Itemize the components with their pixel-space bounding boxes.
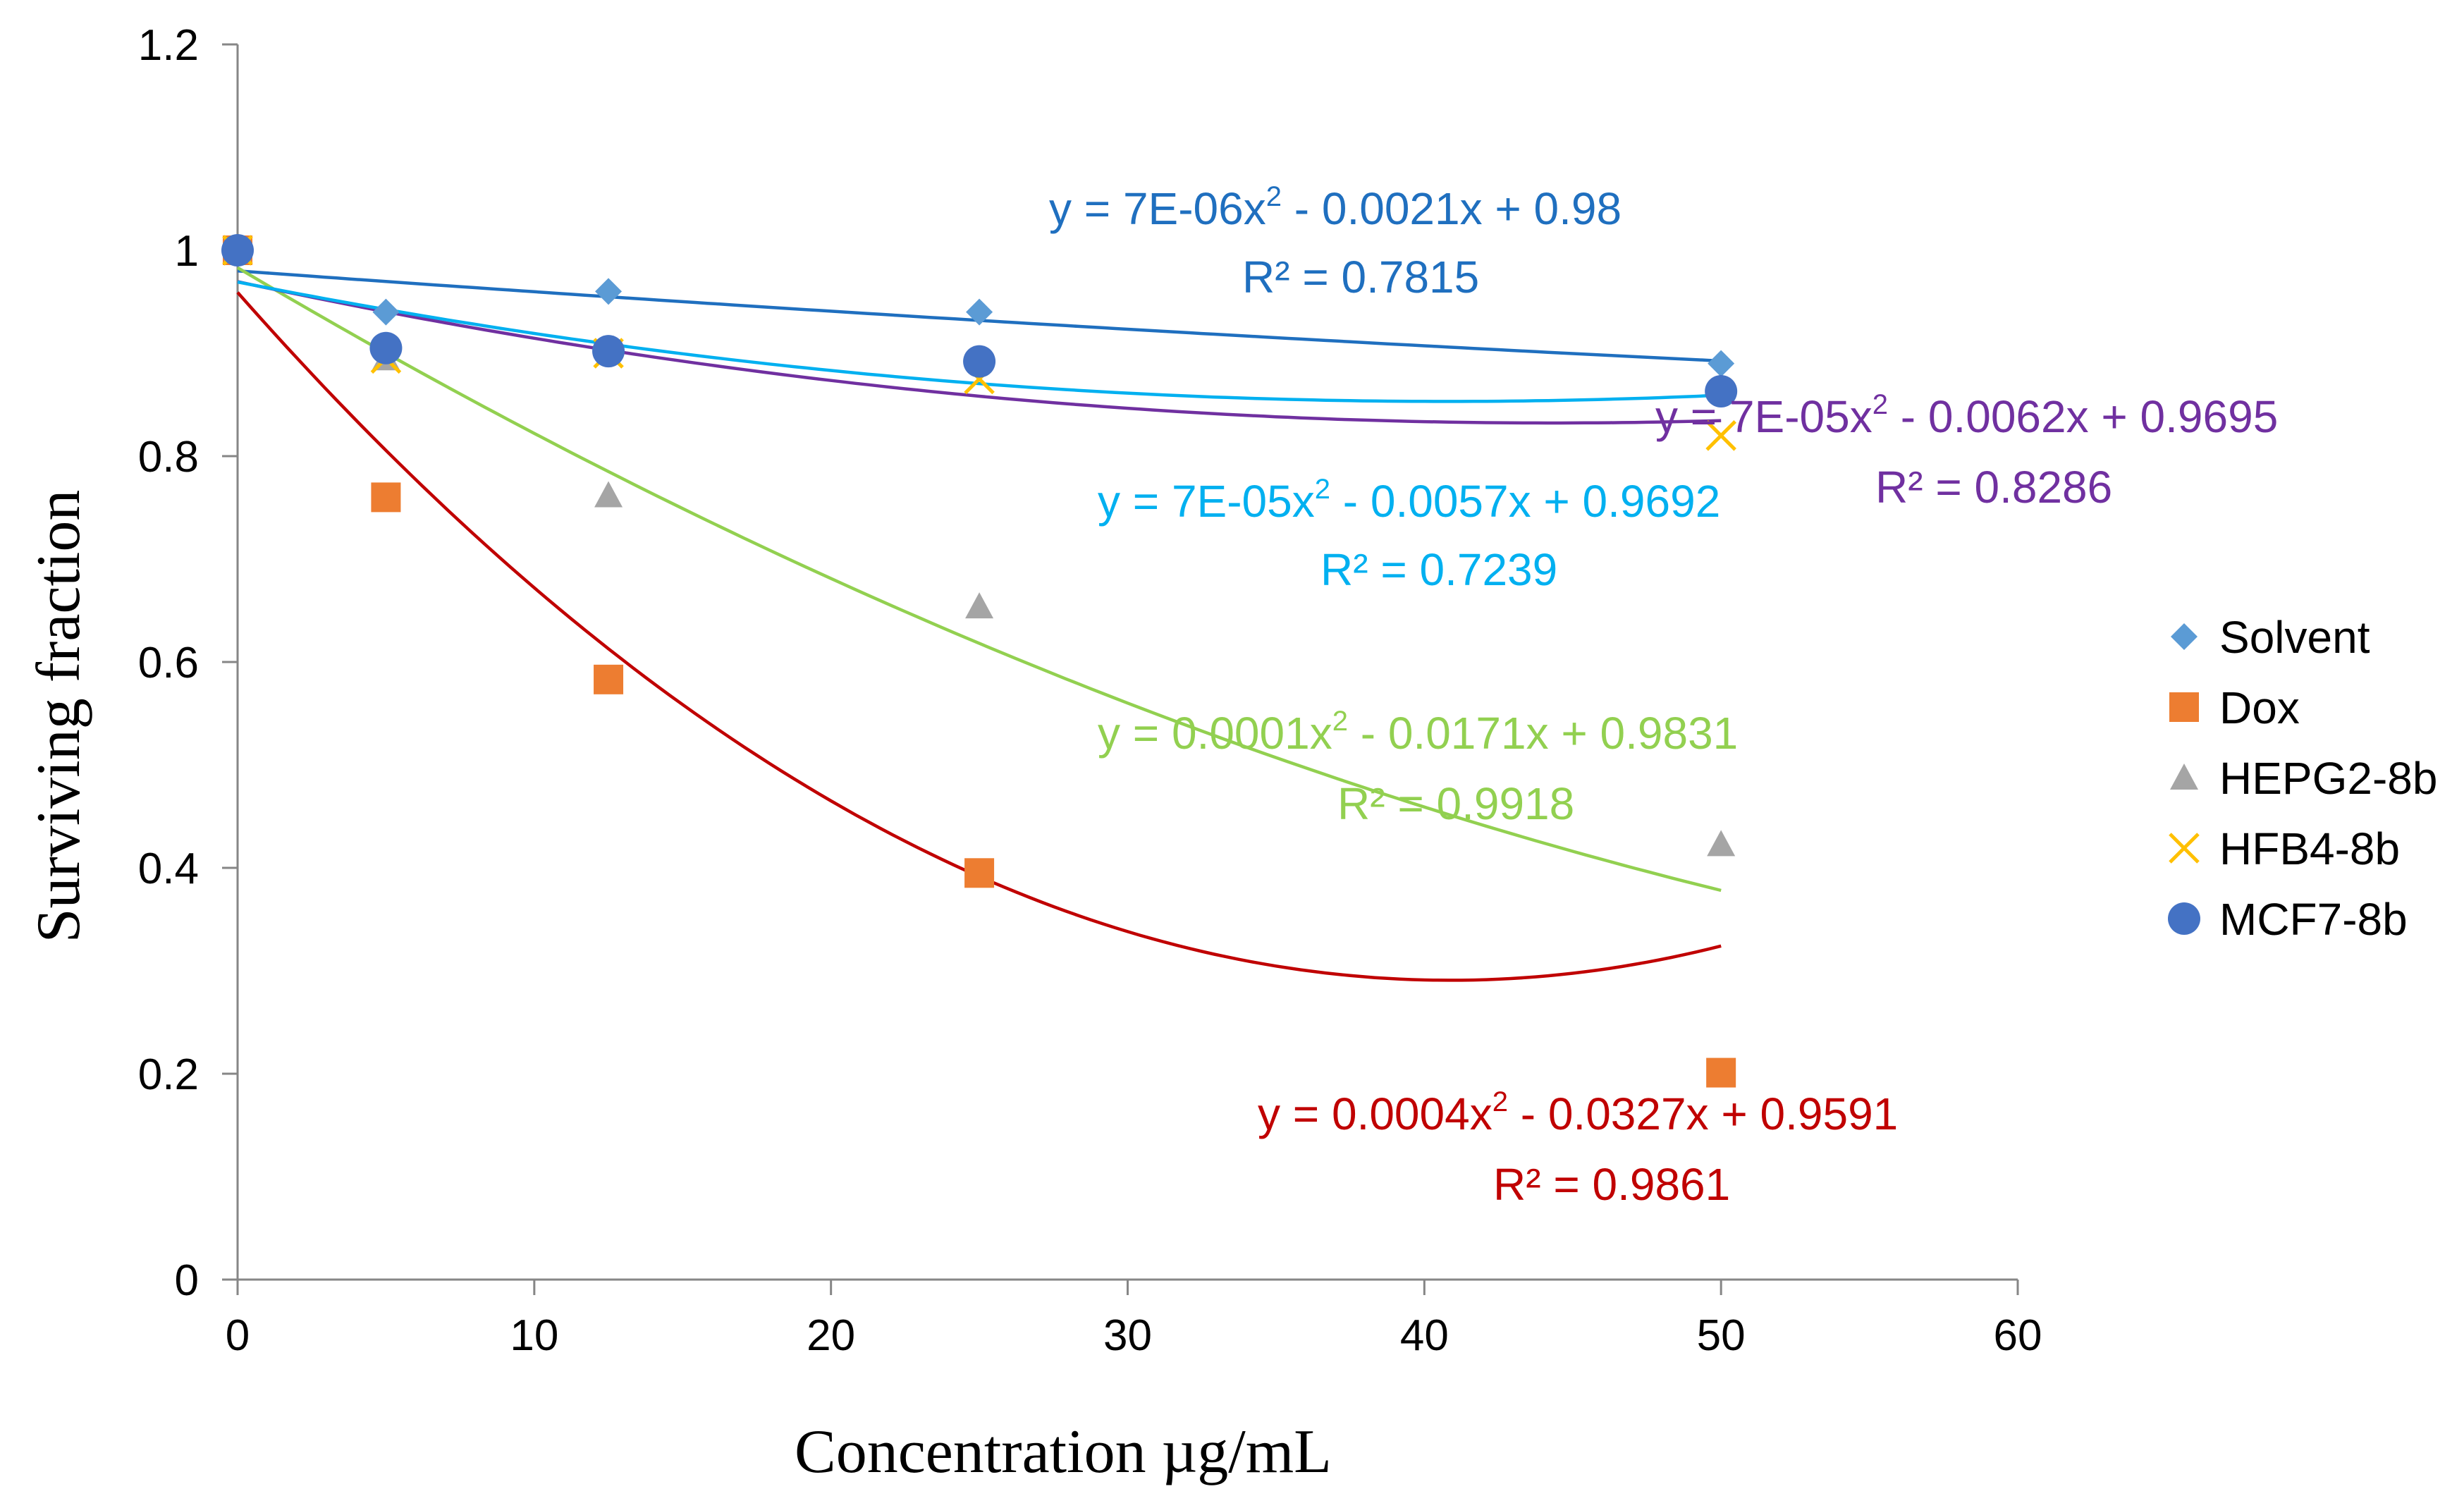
point-mcf7-8b (592, 335, 625, 368)
y-tick-label: 0.2 (138, 1050, 199, 1099)
x-tick-label: 30 (1103, 1311, 1152, 1360)
legend-marker-solvent (2171, 623, 2198, 650)
y-axis-label: Surviving fraction (25, 490, 93, 943)
x-tick-label: 0 (226, 1311, 250, 1360)
point-dox (1706, 1058, 1736, 1088)
point-mcf7-8b (1705, 375, 1738, 408)
point-mcf7-8b (369, 331, 403, 364)
trendline-annotations: y = 7E-06x2 - 0.0021x + 0.98 R² = 0.7815… (1049, 181, 2278, 1210)
y-tick-label: 1.2 (138, 21, 199, 70)
legend-marker-hfb4-8b (2169, 833, 2200, 864)
x-tick-label: 60 (1994, 1311, 2042, 1360)
trendlines (236, 266, 1722, 982)
y-tick-label: 0.4 (138, 845, 199, 893)
legend-marker-hfb4-8b-stroke (2169, 833, 2200, 864)
point-solvent (966, 298, 993, 326)
legend-label: MCF7-8b (2219, 894, 2408, 945)
legend-item-hfb4-8b: HFB4-8b (2169, 823, 2400, 874)
legend-label: HEPG2-8b (2219, 753, 2437, 804)
legend-marker-hepg2-8b (2170, 764, 2198, 790)
annotation-solvent-r2: R² = 0.7815 (1242, 252, 1479, 302)
point-mcf7-8b (963, 345, 996, 378)
annotation-dox: y = 0.0004x2 - 0.0327x + 0.9591 (1258, 1086, 1898, 1139)
point-dox (594, 664, 624, 694)
x-tick-label: 10 (510, 1311, 558, 1360)
point-solvent (372, 298, 400, 326)
point-solvent (595, 278, 623, 305)
annotation-mcf7-r2: R² = 0.7239 (1320, 544, 1557, 595)
x-tick-label: 40 (1400, 1311, 1449, 1360)
trendline-hfb4-8b (237, 280, 1722, 425)
series-mcf7-8b (221, 234, 1738, 408)
annotation-hepg2-r2: R² = 0.9918 (1337, 778, 1574, 829)
point-solvent (1708, 350, 1735, 377)
point-hepg2-8b (1707, 830, 1736, 857)
point-mcf7-8b (221, 234, 254, 266)
legend-item-mcf7-8b: MCF7-8b (2168, 894, 2408, 945)
point-dox (964, 858, 995, 888)
data-points (221, 234, 1738, 1088)
annotation-hfb4: y = 7E-05x2 - 0.0062x + 0.9695 (1655, 389, 2278, 442)
x-tick-label: 50 (1697, 1311, 1746, 1360)
x-axis-label: Concentration µg/mL (795, 1418, 1332, 1486)
point-hepg2-8b (965, 592, 994, 619)
legend-item-dox: Dox (2169, 682, 2300, 733)
y-tick-label: 0 (175, 1256, 199, 1305)
point-hfb4-8b (1705, 420, 1736, 451)
y-tick-label: 1 (175, 227, 199, 276)
y-tick-label: 0.8 (138, 433, 199, 482)
annotation-dox-r2: R² = 0.9861 (1493, 1159, 1730, 1210)
y-tick-label: 0.6 (138, 639, 199, 687)
trendline-mcf7-8b (237, 280, 1722, 403)
point-hfb4-8b-stroke (1705, 420, 1736, 451)
annotation-hepg2: y = 0.0001x2 - 0.0171x + 0.9831 (1098, 706, 1738, 759)
x-tick-label: 20 (807, 1311, 855, 1360)
legend-marker-mcf7-8b (2168, 902, 2200, 935)
point-hepg2-8b (594, 481, 623, 508)
legend-item-solvent: Solvent (2171, 612, 2370, 663)
point-dox (371, 482, 401, 513)
legend-label: HFB4-8b (2219, 823, 2400, 874)
legend: Solvent Dox HEPG2-8b HFB4-8b MCF7-8b (2168, 612, 2437, 945)
legend-marker-dox (2169, 692, 2199, 722)
legend-label: Dox (2219, 682, 2300, 733)
annotation-hfb4-r2: R² = 0.8286 (1875, 462, 2112, 513)
annotation-mcf7: y = 7E-05x2 - 0.0057x + 0.9692 (1098, 474, 1720, 527)
legend-label: Solvent (2219, 612, 2370, 663)
legend-item-hepg2-8b: HEPG2-8b (2170, 753, 2437, 804)
annotation-solvent: y = 7E-06x2 - 0.0021x + 0.98 (1049, 181, 1622, 234)
axes: 0 10 20 30 40 50 60 0 0.2 0.4 0.6 0.8 1 1.2 (138, 21, 2042, 1360)
trendline-hepg2-8b (236, 266, 1722, 893)
